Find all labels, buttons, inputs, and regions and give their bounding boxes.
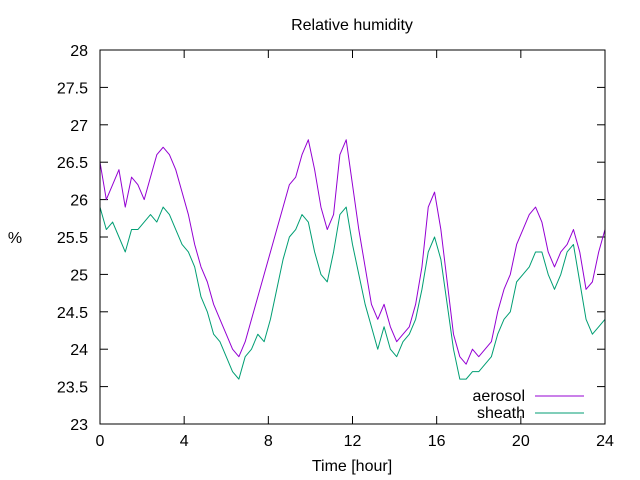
y-tick-label: 27 xyxy=(70,118,88,135)
x-axis-title: Time [hour] xyxy=(312,458,392,475)
series-layer xyxy=(99,139,606,380)
legend: aerosol sheath xyxy=(473,388,584,422)
y-axis-title: % xyxy=(8,230,22,247)
x-tick-label: 20 xyxy=(512,433,530,450)
y-tick-label: 26 xyxy=(70,193,88,210)
chart-title: Relative humidity xyxy=(291,17,413,34)
legend-label-sheath: sheath xyxy=(477,405,525,422)
y-tick-label: 27.5 xyxy=(57,80,88,97)
y-tick-label: 24.5 xyxy=(57,305,88,322)
y-tick-label: 25.5 xyxy=(57,230,88,247)
y-tick-label: 25 xyxy=(70,267,88,284)
x-tick-label: 12 xyxy=(344,433,362,450)
y-tick-label: 23.5 xyxy=(57,380,88,397)
x-tick-label: 24 xyxy=(596,433,614,450)
x-tick-label: 0 xyxy=(96,433,105,450)
y-tick-label: 28 xyxy=(70,43,88,60)
legend-label-aerosol: aerosol xyxy=(473,388,525,405)
series-line-aerosol xyxy=(99,139,606,365)
series-line-sheath xyxy=(99,206,606,380)
y-tick-label: 24 xyxy=(70,342,88,359)
y-tick-label: 26.5 xyxy=(57,155,88,172)
x-tick-label: 16 xyxy=(428,433,446,450)
plot-frame xyxy=(99,49,606,425)
x-tick-label: 8 xyxy=(264,433,273,450)
y-tick-label: 23 xyxy=(70,417,88,434)
x-tick-label: 4 xyxy=(180,433,189,450)
